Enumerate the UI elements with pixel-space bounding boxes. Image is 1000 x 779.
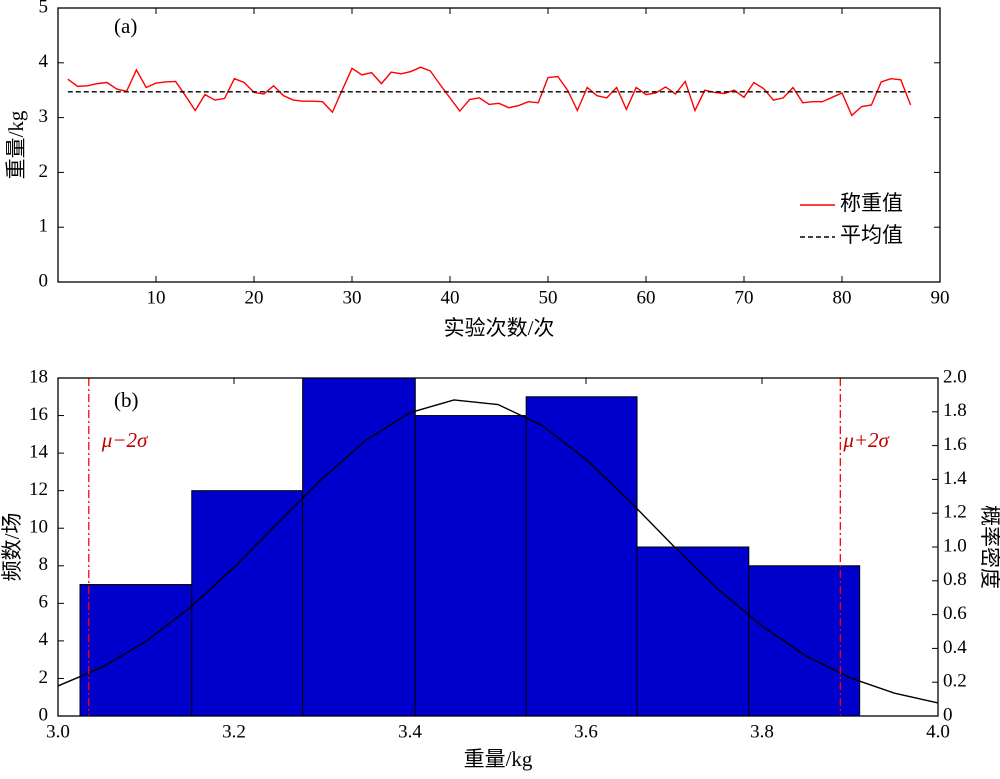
- y-axis-label: 重量/kg: [4, 110, 28, 179]
- x-tick-label: 3.0: [46, 721, 70, 742]
- y2-tick-label: 1.4: [943, 468, 967, 489]
- x-tick-label: 3.8: [750, 721, 774, 742]
- plot-frame: [57, 7, 941, 283]
- y2-axis-label: 概率密度: [978, 505, 1000, 589]
- y-tick-label: 14: [29, 441, 49, 462]
- x-tick-label: 3.6: [574, 721, 598, 742]
- y-tick-label: 0: [39, 704, 49, 725]
- y2-tick-label: 0.8: [943, 569, 967, 590]
- x-tick-label: 3.4: [398, 721, 422, 742]
- histogram-bar: [748, 565, 861, 717]
- y-tick-label: 16: [29, 404, 48, 425]
- y-tick-label: 0: [39, 270, 49, 291]
- histogram-bar: [79, 584, 193, 717]
- legend-label: 平均值: [840, 223, 903, 247]
- x-tick-label: 30: [343, 287, 362, 308]
- legend-label: 称重值: [840, 191, 903, 215]
- y-tick-label: 2: [39, 161, 49, 182]
- y2-tick-label: 2.0: [943, 366, 967, 387]
- y2-tick-label: 0: [943, 704, 953, 725]
- y2-tick-label: 1.2: [943, 502, 967, 523]
- y-tick-label: 18: [29, 366, 48, 387]
- x-tick-label: 3.2: [222, 721, 246, 742]
- y2-tick-label: 0.4: [943, 637, 967, 658]
- density-curve: [57, 399, 939, 704]
- reference-label: μ−2σ: [101, 428, 149, 452]
- x-tick-label: 4.0: [926, 721, 950, 742]
- histogram-bar: [191, 490, 304, 717]
- y-tick-label: 3: [39, 106, 49, 127]
- panel-label: (b): [114, 388, 139, 412]
- y2-tick-label: 1.6: [943, 434, 967, 455]
- reference-label: μ+2σ: [842, 428, 890, 452]
- y-tick-label: 10: [29, 517, 48, 538]
- y-tick-label: 1: [39, 216, 49, 237]
- y-tick-label: 4: [39, 51, 49, 72]
- panel-label: (a): [114, 14, 137, 38]
- x-axis-label: 实验次数/次: [444, 316, 555, 340]
- y-tick-label: 4: [39, 629, 49, 650]
- x-axis-label: 重量/kg: [464, 747, 533, 771]
- histogram-bar: [525, 396, 638, 717]
- x-tick-label: 10: [147, 287, 166, 308]
- x-tick-label: 80: [833, 287, 852, 308]
- y2-tick-label: 0.2: [943, 671, 967, 692]
- x-tick-label: 20: [245, 287, 264, 308]
- y2-tick-label: 1.8: [943, 400, 967, 421]
- y-axis-label: 频数/场: [0, 513, 24, 582]
- y-tick-label: 5: [39, 0, 49, 17]
- y-tick-label: 8: [39, 554, 49, 575]
- y2-tick-label: 0.6: [943, 603, 967, 624]
- x-tick-label: 60: [637, 287, 656, 308]
- histogram-bar: [302, 377, 416, 717]
- series-line: [67, 66, 912, 117]
- plot-frame: [57, 377, 939, 717]
- x-tick-label: 50: [539, 287, 558, 308]
- x-tick-label: 70: [735, 287, 754, 308]
- x-tick-label: 40: [441, 287, 460, 308]
- y-tick-label: 2: [39, 667, 49, 688]
- y-tick-label: 6: [39, 592, 49, 613]
- histogram-bar: [636, 546, 750, 717]
- x-tick-label: 90: [931, 287, 950, 308]
- histogram-bar: [414, 415, 527, 717]
- y2-tick-label: 1.0: [943, 535, 967, 556]
- y-tick-label: 12: [29, 479, 48, 500]
